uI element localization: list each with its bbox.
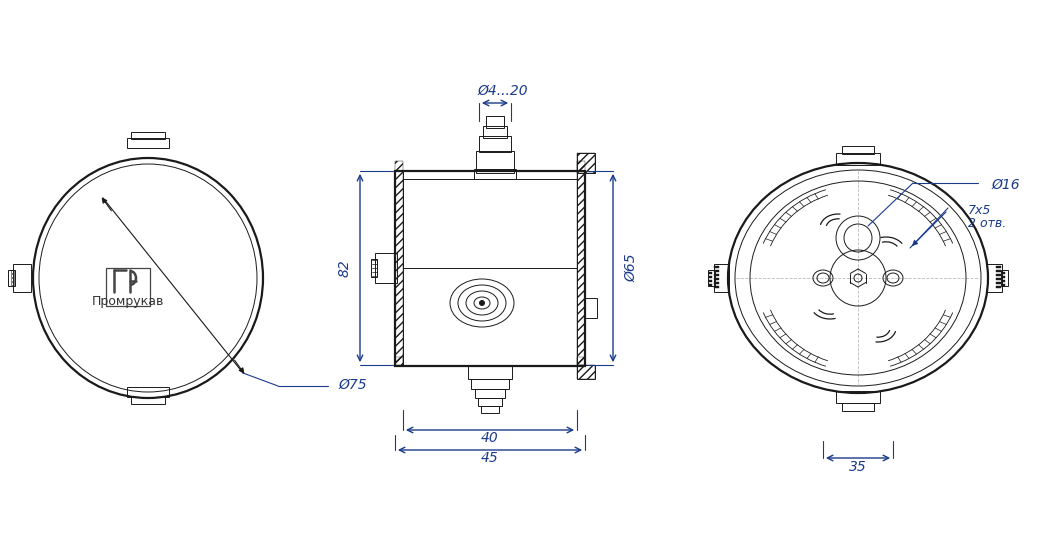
Bar <box>395 171 585 366</box>
Bar <box>577 153 595 173</box>
Bar <box>714 282 719 284</box>
Bar <box>395 171 403 366</box>
Text: 2 отв.: 2 отв. <box>968 216 1006 230</box>
Text: Ø65: Ø65 <box>624 254 638 282</box>
Bar <box>1002 272 1005 274</box>
Bar <box>1002 276 1005 278</box>
Bar <box>714 264 729 292</box>
Text: Ø75: Ø75 <box>339 378 367 392</box>
Bar <box>709 276 712 278</box>
Bar <box>131 397 165 404</box>
Bar <box>127 138 169 148</box>
Bar <box>577 171 585 366</box>
Text: Ø4...20: Ø4...20 <box>478 84 529 98</box>
Bar <box>479 136 511 152</box>
Bar <box>996 282 1001 284</box>
Bar <box>709 284 712 286</box>
Bar <box>996 274 1001 276</box>
Bar <box>585 298 597 318</box>
Bar <box>709 270 715 286</box>
Bar <box>577 357 585 365</box>
Bar <box>996 270 1001 272</box>
Bar <box>11 278 14 281</box>
Bar <box>986 264 1002 292</box>
Bar <box>486 116 504 128</box>
Text: 7x5: 7x5 <box>968 203 992 216</box>
Bar <box>714 286 719 288</box>
Text: 82: 82 <box>338 259 352 277</box>
Bar <box>468 365 512 379</box>
Bar <box>11 282 14 285</box>
Bar <box>127 387 169 397</box>
Bar <box>403 179 577 268</box>
Bar <box>11 274 14 277</box>
Bar <box>714 274 719 276</box>
Bar <box>577 365 595 379</box>
Text: 40: 40 <box>481 431 498 445</box>
Bar <box>375 253 397 283</box>
Bar <box>996 278 1001 280</box>
Circle shape <box>480 300 485 305</box>
Bar <box>477 151 514 173</box>
Bar <box>836 153 880 165</box>
Bar <box>714 270 719 272</box>
Bar <box>1002 284 1005 286</box>
Bar <box>471 379 509 389</box>
Bar <box>481 406 500 413</box>
Bar <box>1001 270 1008 286</box>
Bar <box>474 169 516 179</box>
Text: Ø16: Ø16 <box>992 178 1020 192</box>
Bar <box>577 365 595 379</box>
Bar <box>842 403 874 411</box>
Text: 45: 45 <box>481 451 498 465</box>
Bar <box>478 398 502 406</box>
Bar <box>395 161 403 171</box>
Bar <box>395 357 403 365</box>
Bar <box>709 272 712 274</box>
Bar <box>8 270 15 286</box>
Bar <box>13 264 31 292</box>
Bar <box>475 389 505 398</box>
Bar <box>131 132 165 139</box>
Bar <box>714 278 719 280</box>
Bar <box>836 391 880 403</box>
Bar <box>1002 280 1005 282</box>
Bar <box>577 153 595 173</box>
Bar <box>483 126 507 138</box>
Bar <box>11 270 14 273</box>
Bar <box>106 268 150 306</box>
Bar <box>842 146 874 154</box>
Bar <box>577 161 585 171</box>
Text: Промрукав: Промрукав <box>92 295 164 309</box>
Bar <box>996 286 1001 288</box>
Bar <box>714 266 719 268</box>
Bar <box>709 280 712 282</box>
Bar <box>996 266 1001 268</box>
Bar <box>371 259 377 277</box>
Text: 35: 35 <box>850 460 867 474</box>
